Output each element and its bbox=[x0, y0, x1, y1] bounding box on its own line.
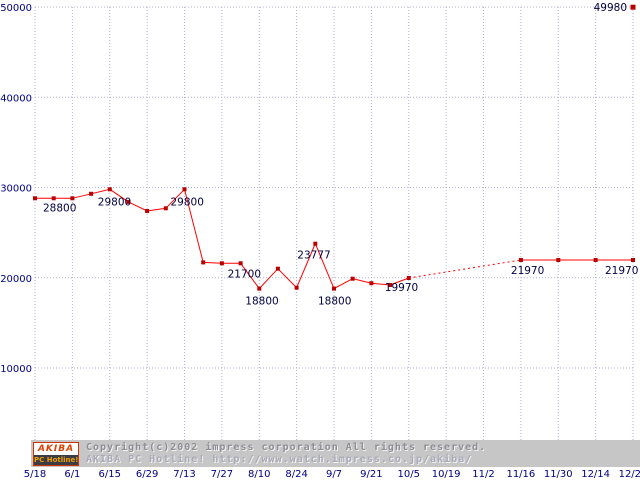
data-point-marker bbox=[163, 206, 168, 211]
data-value-label: 29800 bbox=[98, 196, 131, 208]
x-tick-label: 7/27 bbox=[211, 469, 233, 480]
data-value-label: 29800 bbox=[171, 196, 204, 208]
data-point-marker bbox=[70, 196, 75, 201]
data-point-marker bbox=[369, 281, 374, 286]
data-point-marker bbox=[182, 187, 187, 192]
y-tick-label: 50000 bbox=[0, 3, 32, 14]
data-point-marker bbox=[350, 276, 355, 281]
data-point-marker bbox=[294, 285, 299, 290]
data-point-marker bbox=[201, 260, 206, 265]
data-point-marker bbox=[313, 241, 318, 246]
y-tick-label: 10000 bbox=[0, 364, 32, 375]
x-tick-label: 12/14 bbox=[581, 469, 610, 480]
data-point-marker bbox=[145, 209, 150, 213]
data-point-marker bbox=[631, 258, 635, 262]
x-tick-label: 10/19 bbox=[432, 469, 461, 480]
y-tick-label: 40000 bbox=[0, 93, 32, 104]
data-point-marker bbox=[33, 196, 37, 201]
data-value-label: 21700 bbox=[228, 268, 261, 280]
x-tick-label: 11/16 bbox=[506, 469, 535, 480]
y-tick-label: 30000 bbox=[0, 184, 32, 195]
x-tick-label: 6/1 bbox=[64, 469, 80, 480]
data-value-label: 18800 bbox=[245, 296, 278, 308]
y-tick-label: 20000 bbox=[0, 274, 32, 285]
x-tick-label: 9/21 bbox=[360, 469, 382, 480]
data-value-label: 21970 bbox=[605, 265, 638, 277]
data-point-marker bbox=[51, 196, 56, 201]
data-value-label: 18800 bbox=[318, 296, 351, 308]
data-value-label: 28800 bbox=[43, 202, 76, 214]
x-tick-label: 8/10 bbox=[248, 469, 270, 480]
data-point-marker bbox=[126, 199, 131, 204]
x-tick-label: 6/29 bbox=[136, 469, 158, 480]
x-tick-label: 10/5 bbox=[398, 469, 420, 480]
x-tick-label: 8/24 bbox=[285, 469, 307, 480]
watermark-strip: AKIBA PC Hotline! Copyright(c)2002 impre… bbox=[31, 440, 640, 467]
data-point-marker bbox=[275, 266, 280, 271]
data-point-marker bbox=[332, 286, 336, 291]
data-value-label: 19970 bbox=[385, 282, 418, 294]
data-value-label: 23777 bbox=[297, 250, 330, 262]
akiba-logo-bottom-text: PC Hotline! bbox=[34, 454, 78, 465]
data-point-marker bbox=[593, 258, 598, 262]
data-point-marker bbox=[219, 261, 224, 266]
data-point-marker bbox=[388, 283, 393, 287]
data-point-marker bbox=[630, 4, 636, 10]
copyright-text: Copyright(c)2002 impress corporation All… bbox=[86, 441, 487, 453]
x-tick-label: 11/2 bbox=[472, 469, 494, 480]
series-line-price-gap-dotted bbox=[408, 259, 521, 279]
data-point-marker bbox=[238, 261, 243, 266]
x-tick-label: 6/15 bbox=[99, 469, 121, 480]
x-tick-label: 5/18 bbox=[24, 469, 46, 480]
site-url-text: AKIBA PC Hotline! http://www.watch.impre… bbox=[86, 453, 473, 465]
data-point-marker bbox=[556, 258, 561, 262]
x-tick-label: 7/13 bbox=[173, 469, 195, 480]
x-tick-label: 12/28 bbox=[619, 469, 640, 480]
x-tick-label: 11/30 bbox=[544, 469, 573, 480]
data-point-marker bbox=[107, 187, 112, 192]
x-tick-label: 9/7 bbox=[326, 469, 342, 480]
data-value-label: 49980 bbox=[594, 2, 627, 14]
watermark-text-block: Copyright(c)2002 impress corporation All… bbox=[86, 442, 640, 466]
akiba-logo-top-text: AKIBA bbox=[34, 442, 78, 455]
data-point-marker bbox=[518, 258, 523, 262]
data-value-label: 21970 bbox=[511, 265, 544, 277]
data-point-marker bbox=[257, 286, 262, 291]
akiba-pc-hotline-logo: AKIBA PC Hotline! bbox=[33, 441, 79, 466]
data-point-marker bbox=[89, 191, 94, 196]
